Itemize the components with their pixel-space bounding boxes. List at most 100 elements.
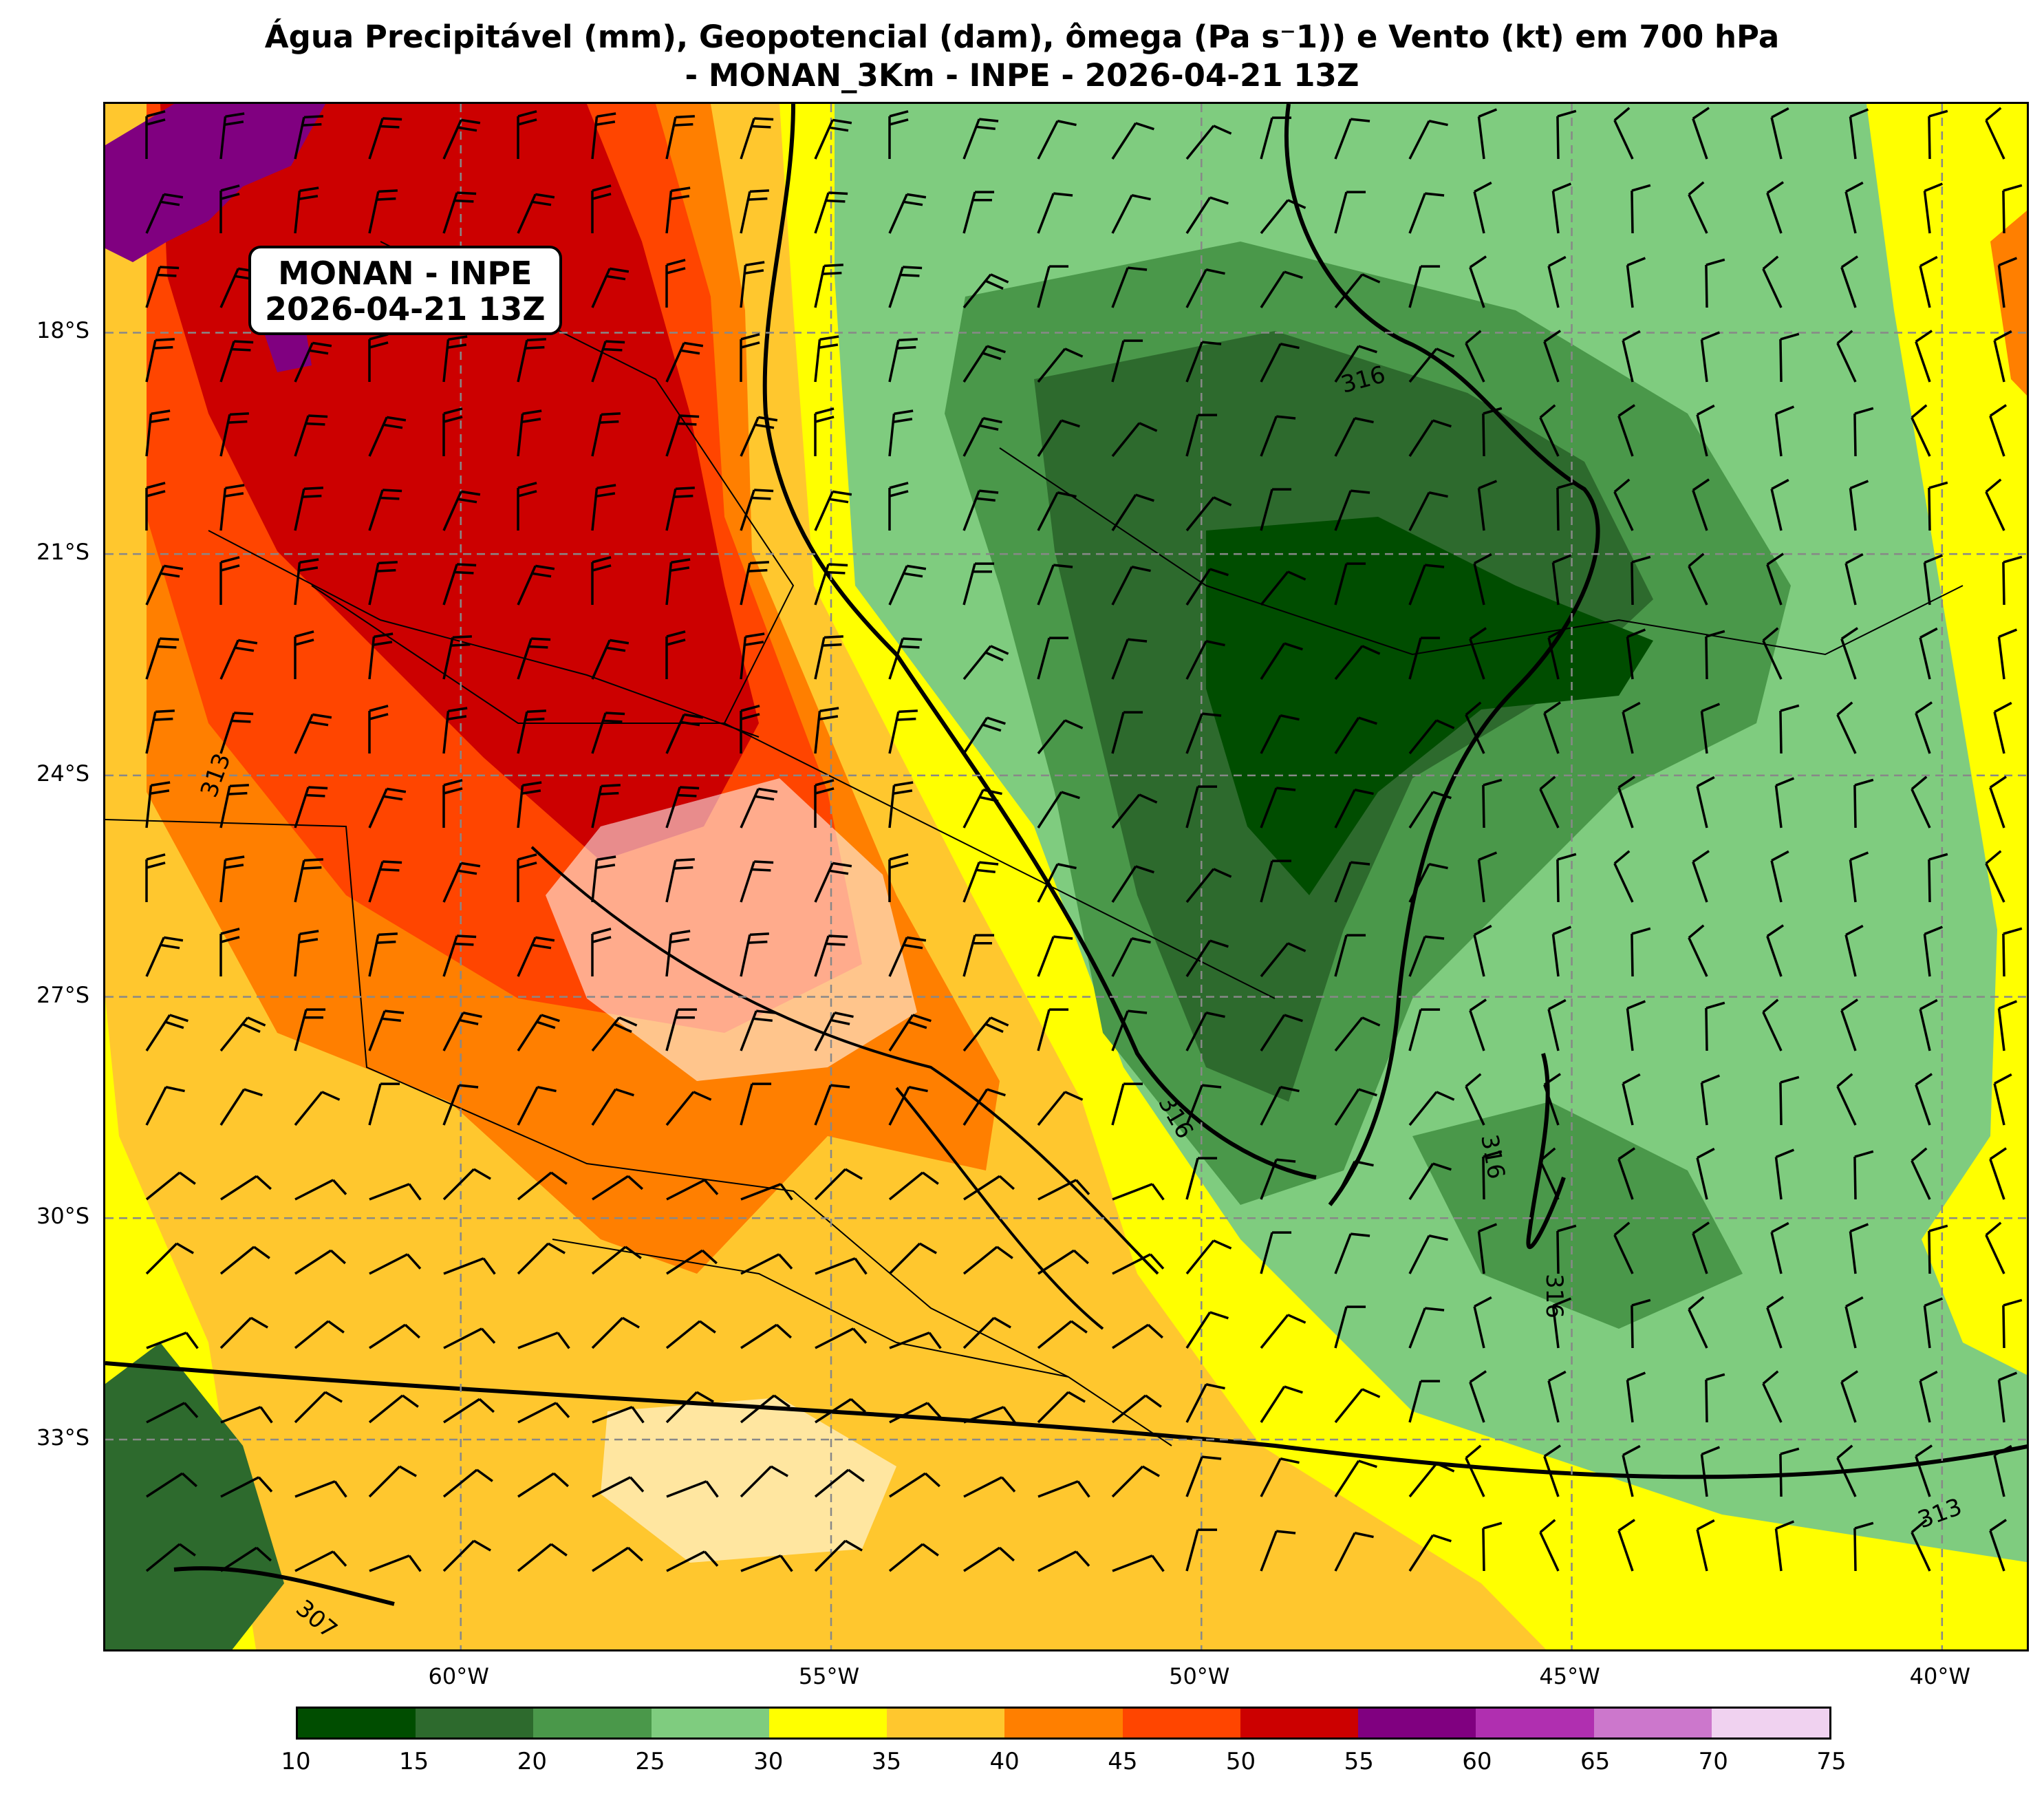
wind-barb <box>1260 1530 1296 1572</box>
wind-barb <box>294 1249 346 1275</box>
wind-barb <box>219 1245 270 1275</box>
wind-barb <box>1037 564 1073 606</box>
wind-barb <box>294 1008 326 1051</box>
wind-barb <box>442 1468 493 1498</box>
wind-barb <box>368 705 389 753</box>
wind-barb <box>1334 345 1377 383</box>
wind-barb <box>1482 407 1503 457</box>
wind-barb <box>145 1171 196 1201</box>
wind-barb <box>814 635 843 680</box>
wind-barb <box>1840 255 1859 308</box>
wind-barb <box>1408 1380 1441 1423</box>
wind-barb <box>1469 627 1487 680</box>
wind-barb <box>1923 1297 1944 1349</box>
colorbar-segment <box>416 1709 534 1737</box>
wind-barb <box>962 861 999 903</box>
wind-barb <box>1473 553 1492 606</box>
wind-barb <box>1334 273 1381 309</box>
wind-barb <box>1626 628 1646 680</box>
wind-barb <box>1334 191 1366 234</box>
wind-barb <box>814 264 843 308</box>
wind-barb <box>145 1543 196 1572</box>
wind-barb <box>1334 1160 1374 1200</box>
wind-barb <box>1551 1297 1572 1349</box>
wind-barb <box>1556 853 1577 903</box>
wind-barb <box>145 482 166 531</box>
wind-barb <box>517 482 537 531</box>
wind-barb <box>1185 1528 1218 1572</box>
wind-barb <box>1997 628 2018 680</box>
wind-barb <box>1334 489 1370 531</box>
wind-barb <box>1185 341 1222 383</box>
wind-barb <box>517 936 555 977</box>
wind-barb <box>219 112 245 160</box>
wind-barb <box>740 117 774 160</box>
wind-barb <box>1111 793 1158 829</box>
wind-barb <box>368 1009 405 1051</box>
colorbar-segment <box>1711 1709 1830 1737</box>
wind-barb <box>1539 404 1560 457</box>
wind-barb <box>1688 181 1708 234</box>
colorbar-segment <box>533 1709 652 1737</box>
wind-barb <box>665 1320 716 1349</box>
wind-barb <box>1551 182 1572 234</box>
wind-barb <box>368 932 398 977</box>
wind-barb <box>1613 850 1634 903</box>
wind-barb <box>740 632 765 680</box>
wind-barb <box>1185 1383 1225 1423</box>
wind-barb <box>814 1468 865 1498</box>
wind-barb <box>1923 554 1944 606</box>
wind-barb <box>740 1183 793 1201</box>
wind-barb <box>517 409 542 457</box>
wind-barb <box>1408 419 1452 457</box>
wind-barb <box>145 110 166 159</box>
wind-barb <box>294 115 323 160</box>
wind-barb <box>740 1465 788 1498</box>
wind-barb <box>592 1476 645 1498</box>
wind-barb <box>1111 122 1154 160</box>
wind-barb <box>1037 719 1084 755</box>
wind-barb <box>1985 478 2005 531</box>
wind-barb <box>1185 1012 1225 1051</box>
wind-barb <box>963 1476 1016 1498</box>
wind-barb <box>145 266 180 308</box>
wind-barb <box>591 928 612 976</box>
wind-barb <box>1762 998 1783 1051</box>
wind-barb <box>1617 776 1636 828</box>
wind-barb <box>442 407 463 456</box>
wind-barb <box>1547 627 1567 680</box>
wind-barb <box>666 1480 719 1498</box>
wind-barb <box>145 338 175 383</box>
wind-barb <box>294 713 332 754</box>
wind-barb <box>1185 1084 1222 1126</box>
colorbar-tick-label: 35 <box>871 1748 902 1775</box>
wind-barb <box>665 259 686 308</box>
wind-barb <box>740 333 760 382</box>
wind-barb <box>962 118 999 160</box>
wind-barb <box>1705 258 1725 308</box>
wind-barb <box>1997 1000 2018 1051</box>
wind-barb <box>220 1175 272 1201</box>
colorbar-segment <box>768 1709 887 1737</box>
wind-barb <box>963 1546 1015 1572</box>
wind-barb <box>1037 491 1077 531</box>
wind-barb <box>666 1550 719 1572</box>
wind-barb <box>962 934 995 977</box>
wind-barb <box>1836 1444 1857 1497</box>
wind-barb <box>294 786 328 828</box>
wind-barb <box>1617 404 1636 457</box>
wind-barb <box>1915 1073 1933 1126</box>
wind-barb <box>1774 777 1795 828</box>
wind-barb <box>219 928 240 976</box>
wind-barb <box>1919 627 1938 680</box>
wind-barb <box>740 860 774 903</box>
wind-barb <box>1989 404 2008 457</box>
wind-barb <box>1111 1009 1148 1051</box>
wind-barb <box>591 184 612 233</box>
info-box-line-1: MONAN - INPE <box>278 255 532 292</box>
wind-barb <box>517 110 537 159</box>
wind-barb <box>368 1465 417 1498</box>
wind-barb <box>2002 555 2023 606</box>
wind-barb <box>1112 1253 1165 1275</box>
wind-barb <box>442 1012 482 1051</box>
